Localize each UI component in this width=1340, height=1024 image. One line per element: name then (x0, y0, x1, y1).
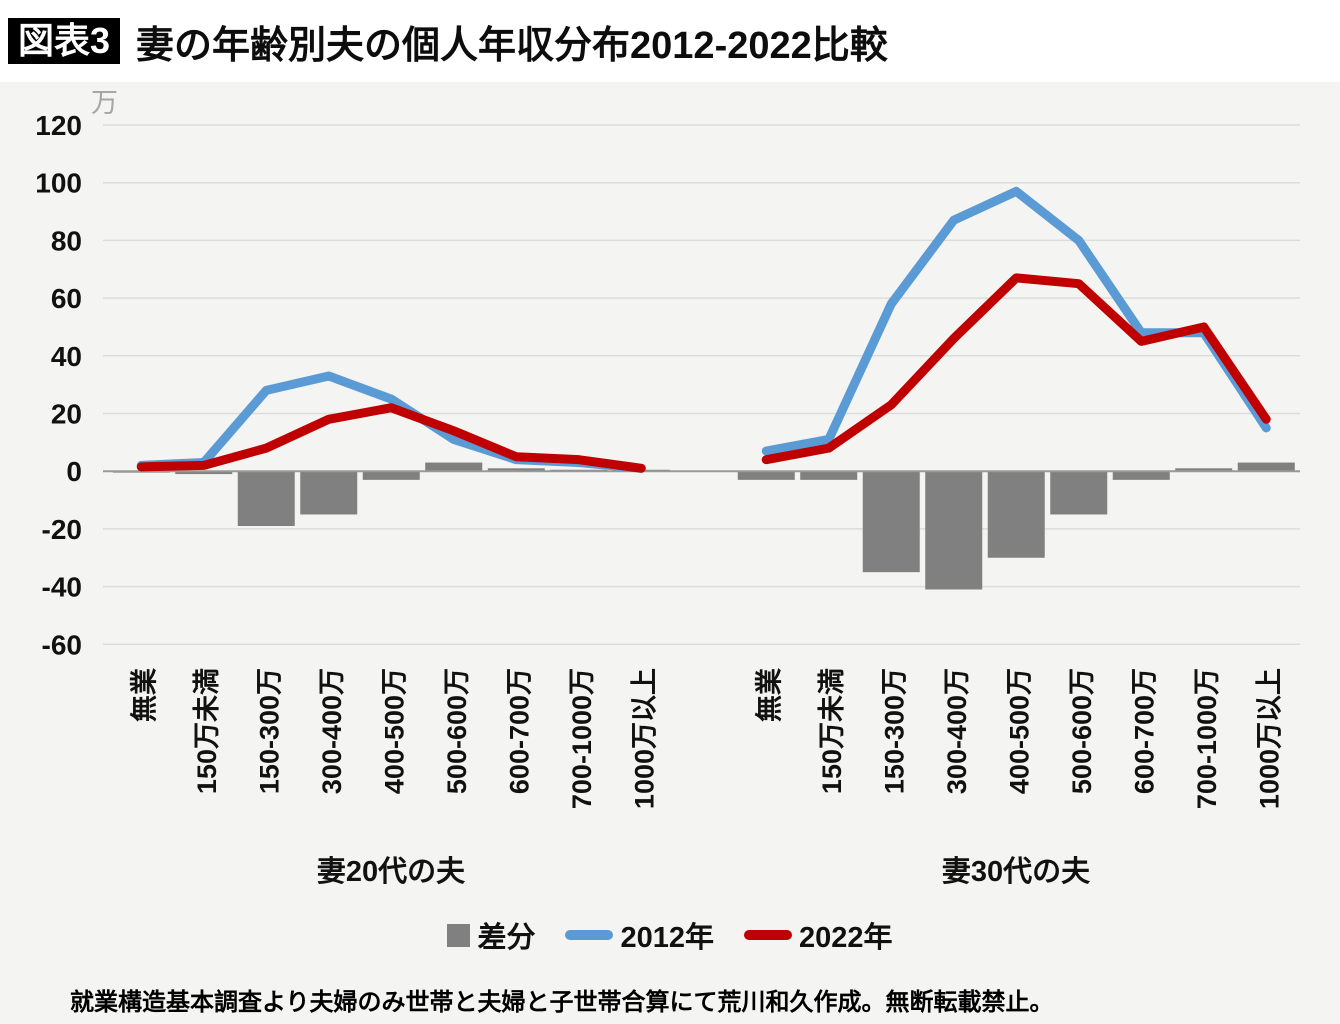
line-2012 (761, 186, 1271, 456)
line-2022 (136, 403, 646, 473)
legend-label-2022: 2022年 (799, 922, 893, 954)
line-2012 (136, 371, 646, 473)
chart-title: 妻の年齢別夫の個人年収分布2012-2022比較 (136, 24, 888, 67)
y-tick-label: 20 (51, 399, 82, 430)
diff-bar (737, 471, 795, 480)
diff-bar (237, 471, 295, 527)
legend-label-diff: 差分 (477, 922, 536, 954)
y-tick-label: -40 (42, 572, 82, 603)
y-tick-label: 80 (51, 225, 82, 256)
x-category-label: 150万未満 (817, 668, 847, 794)
legend-item-diff: 差分 (447, 914, 535, 956)
y-axis-unit-label: 万 (91, 88, 118, 118)
diff-bar (362, 471, 420, 480)
y-tick-label: 60 (51, 283, 82, 314)
group-label-wives-30s: 妻30代の夫 (941, 856, 1091, 888)
x-category-label: 150-300万 (254, 668, 284, 794)
x-category-label: 400-500万 (1004, 668, 1034, 794)
group-label-wives-20s: 妻20代の夫 (316, 856, 466, 888)
legend-item-2022: 2022年 (744, 914, 893, 956)
x-category-label: 300-400万 (942, 668, 972, 794)
x-category-label: 1000万以上 (629, 668, 659, 809)
x-category-label: 無業 (129, 668, 159, 722)
diff-bar (925, 471, 983, 590)
x-category-label: 400-500万 (379, 668, 409, 794)
legend-item-2012: 2012年 (565, 914, 714, 956)
chart-header: 図表3 妻の年齢別夫の個人年収分布2012-2022比較 (0, 0, 1340, 82)
diff-bar (862, 471, 920, 573)
x-category-label: 1000万以上 (1254, 668, 1284, 809)
diff-bar (425, 462, 483, 472)
figure-number-badge: 図表3 (8, 18, 121, 64)
diff-bar (175, 471, 233, 475)
y-tick-label: -60 (42, 629, 82, 660)
x-category-label: 300-400万 (317, 668, 347, 794)
x-category-label: 700-1000万 (567, 668, 597, 809)
legend: 差分 2012年 2022年 (0, 914, 1340, 956)
diff-bar (800, 471, 858, 480)
x-category-label: 500-600万 (442, 668, 472, 794)
line-2012-swatch-icon (565, 930, 614, 940)
line-2022-swatch-icon (744, 930, 792, 940)
y-tick-label: 0 (66, 456, 82, 487)
y-tick-label: 40 (51, 341, 82, 372)
diff-bar-swatch-icon (447, 923, 471, 947)
diff-bar (1050, 471, 1108, 515)
diff-bar (300, 471, 358, 515)
x-category-label: 700-1000万 (1192, 668, 1222, 809)
x-category-label: 500-600万 (1067, 668, 1097, 794)
y-tick-label: 100 (35, 168, 82, 199)
x-category-label: 無業 (754, 668, 784, 722)
y-tick-label: 120 (35, 110, 82, 141)
diff-bar (1112, 471, 1170, 480)
chart-svg: 120 100 80 60 40 20 0 -20 -40 -60 万無業 150万未満 150-300… (35, 88, 1300, 809)
x-category-label: 150万未満 (192, 668, 222, 794)
x-category-label: 150-300万 (879, 668, 909, 794)
legend-label-2012: 2012年 (620, 922, 714, 954)
footer-note: 就業構造基本調査より夫婦のみ世帯と夫婦と子世帯合算にて荒川和久作成。無断転載禁止… (70, 989, 1054, 1016)
diff-bar (987, 471, 1045, 558)
diff-bar (487, 468, 545, 472)
x-category-label: 600-700万 (1129, 668, 1159, 794)
x-category-label: 600-700万 (504, 668, 534, 794)
diff-bar (1175, 468, 1233, 472)
line-2022 (761, 273, 1271, 465)
y-tick-label: -20 (42, 514, 82, 545)
diff-bar (1237, 462, 1295, 472)
